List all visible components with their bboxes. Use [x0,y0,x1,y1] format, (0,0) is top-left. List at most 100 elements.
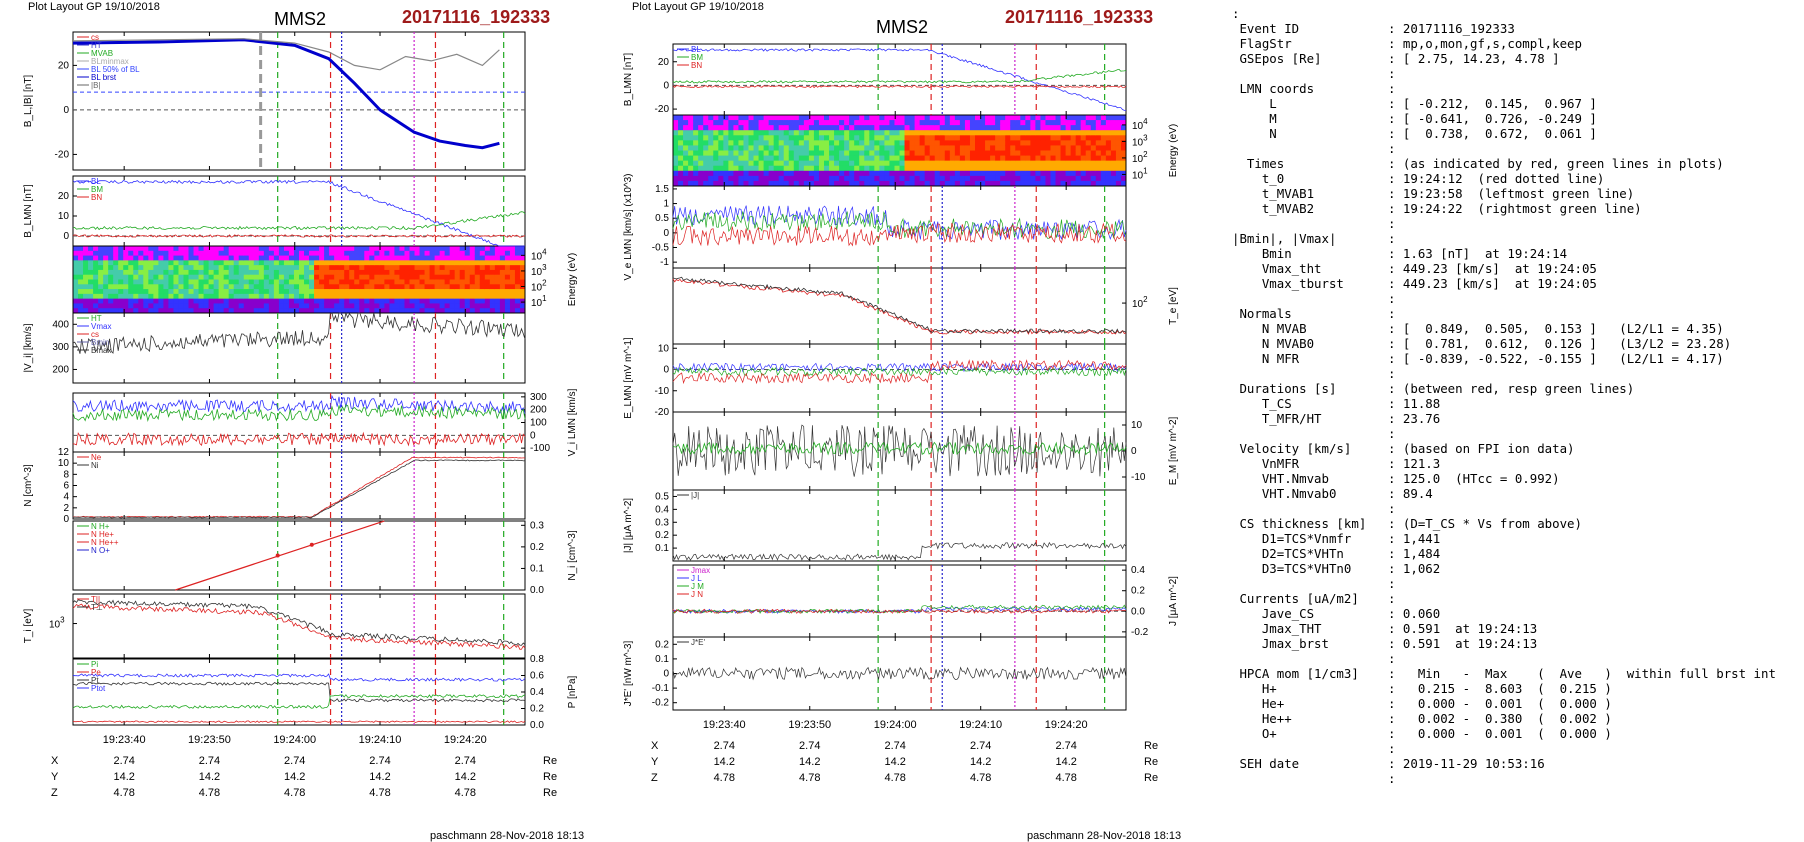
spectrogram-cell [268,250,275,257]
spectrogram-cell [1090,125,1097,131]
spectrogram-cell [349,293,355,300]
spectrogram-cell [188,308,195,314]
spectrogram-cell [1065,150,1072,157]
legend-entry: HT [91,314,102,323]
spectrogram-cell [389,303,395,309]
spectrogram-cell [208,260,215,266]
y-axis-label: T_e [eV] [1168,287,1179,325]
spectrogram-cell [1100,150,1107,157]
spectrogram-cell [218,293,225,300]
spectrogram-cell [253,246,260,252]
series-bn [672,85,1127,89]
spectrogram-cell [813,125,820,131]
spectrogram-cell [238,289,245,295]
spectrogram-cell [133,246,139,252]
info-row: N MVAB0: [ 0.781, 0.612, 0.126 ] (L3/L2 … [1232,336,1776,351]
spectrogram-cell [929,160,936,167]
spectrogram-cell [374,246,380,252]
spectrogram-cell [288,303,295,309]
spectrogram-cell [484,284,491,290]
info-row: M: [ -0.641, 0.726, -0.249 ] [1232,111,1776,126]
spectrogram-cell [1020,125,1026,131]
spectrogram-cell [163,308,169,314]
spectrogram-cell [975,115,981,121]
spectrogram-cell [1030,145,1036,151]
spectrogram-cell [233,265,240,271]
spectrogram-cell [504,250,511,257]
spectrogram-cell [964,160,971,167]
spectrogram-cell [1095,170,1102,177]
spectrogram-cell [763,125,770,131]
spectrogram-cell [944,155,951,162]
spectrogram-cell [1080,125,1087,131]
spectrogram-cell [494,308,501,314]
spectrogram-cell [849,140,855,146]
spectrogram-cell [329,308,335,314]
spectrogram-cell [728,115,734,121]
y-tick-label: 0.1 [655,654,669,665]
spectrogram-cell [233,284,240,290]
spectrogram-cell [494,279,501,285]
spectrogram-cell [1045,140,1051,146]
spectrogram-cell [278,260,285,266]
spectrogram-cell [268,246,275,252]
spectrogram-cell [753,145,760,151]
spectrogram-cell [884,120,890,126]
spectrogram-cell [213,265,220,271]
y-tick-label: -20 [655,407,670,418]
spectrogram-cell [484,269,491,276]
spectrogram-cell [173,298,179,304]
spectrogram-cell [834,170,840,177]
spectrogram-cell [163,250,169,257]
spectrogram-cell [514,308,521,314]
spectrogram-cell [394,250,400,257]
spectrogram-cell [899,140,906,146]
spectrogram-cell [723,115,729,121]
spectrogram-cell [708,160,714,167]
spectrogram-cell [899,120,906,126]
spectrogram-cell [939,160,946,167]
spectrogram-cell [183,293,190,300]
spectrogram-cell [173,250,179,257]
y-tick-label: 102 [531,279,547,294]
spectrogram-cell [344,265,350,271]
spectrogram-cell [519,274,526,280]
spectrogram-cell [409,293,416,300]
spectrogram-cell [123,293,129,300]
spectrogram-cell [849,145,855,151]
spectrogram-cell [253,279,260,285]
spectrogram-cell [818,160,825,167]
spectrogram-cell [1120,160,1127,167]
middle-spacecraft-title: MMS2 [876,17,929,37]
spectrogram-cell [329,246,335,252]
spectrogram-cell [489,298,496,304]
spectrogram-cell [263,289,270,295]
spectrogram-cell [793,120,800,126]
spectrogram-cell [349,303,355,309]
spectrogram-cell [1075,165,1082,172]
spectrogram-cell [1040,130,1046,136]
spectrogram-cell [288,274,295,280]
info-row: T_CS: 11.88 [1232,396,1776,411]
spectrogram-cell [990,125,996,131]
position-row-label: X [651,740,659,752]
spectrogram-cell [1040,140,1046,146]
spectrogram-cell [1015,130,1021,136]
spectrogram-cell [934,170,941,177]
spectrogram-cell [688,165,694,172]
spectrogram-cell [429,269,436,276]
info-row: : [1232,66,1776,81]
spectrogram-cell [138,260,144,266]
legend-entry: Ptot [91,684,106,693]
spectrogram-cell [444,284,451,290]
spectrogram-cell [158,284,164,290]
spectrogram-cell [894,140,900,146]
spectrogram-cell [419,265,426,271]
spectrogram-cell [914,165,921,172]
spectrogram-cell [329,279,335,285]
spectrogram-cell [959,155,966,162]
spectrogram-cell [1025,130,1031,136]
mid-2-spectrogram [673,115,1127,187]
spectrogram-cell [394,260,400,266]
spectrogram-cell [233,303,240,309]
